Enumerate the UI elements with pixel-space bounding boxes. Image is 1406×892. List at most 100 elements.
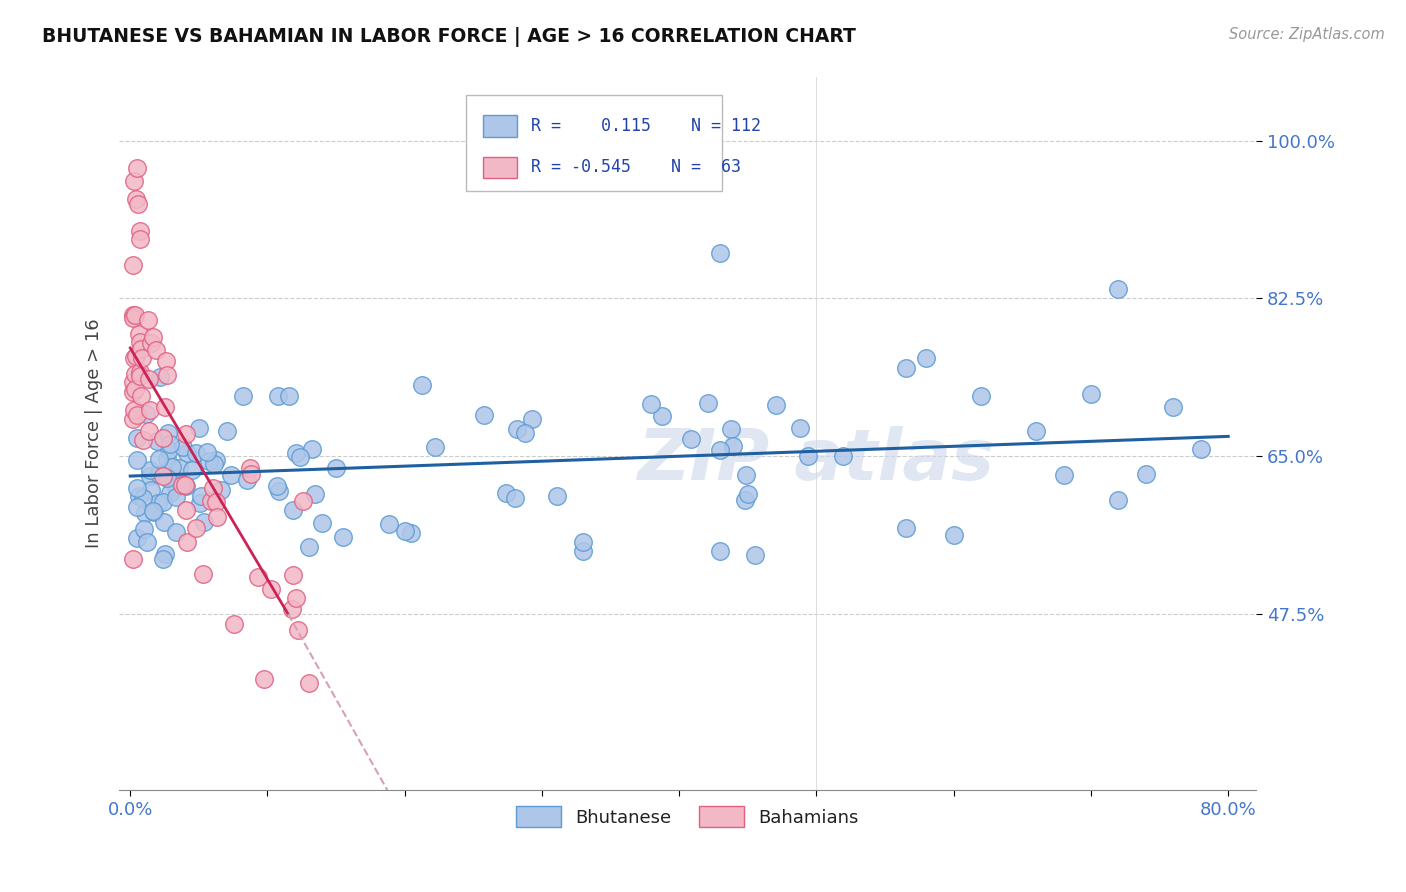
Point <box>139 336 162 351</box>
Bar <box>482 115 517 136</box>
Point <box>174 503 197 517</box>
Point <box>174 426 197 441</box>
Point <box>148 467 170 481</box>
Point <box>709 246 731 260</box>
Point <box>202 481 225 495</box>
Point <box>187 421 209 435</box>
Point <box>640 397 662 411</box>
Point <box>124 308 146 322</box>
Point <box>505 422 527 436</box>
Point <box>200 494 222 508</box>
Point <box>156 451 179 466</box>
Point <box>285 591 308 606</box>
Point <box>697 396 720 410</box>
Legend: Bhutanese, Bahamians: Bhutanese, Bahamians <box>509 799 866 834</box>
Point <box>204 494 226 508</box>
Point <box>165 525 187 540</box>
Point <box>186 445 208 459</box>
Point <box>122 308 145 322</box>
Point <box>146 434 169 449</box>
Point <box>162 471 184 485</box>
Point <box>127 500 149 514</box>
Point <box>122 311 145 326</box>
Point <box>157 443 180 458</box>
Point <box>181 463 204 477</box>
Point <box>915 351 938 365</box>
Point <box>1025 425 1047 439</box>
Point <box>148 452 170 467</box>
Point <box>124 367 146 381</box>
Point <box>169 460 191 475</box>
Point <box>142 504 165 518</box>
Point <box>572 535 595 549</box>
Point <box>288 450 311 464</box>
Text: Source: ZipAtlas.com: Source: ZipAtlas.com <box>1229 27 1385 42</box>
Point <box>127 452 149 467</box>
Point <box>1080 387 1102 401</box>
Point <box>236 473 259 487</box>
Point <box>122 412 145 426</box>
Point <box>284 446 307 460</box>
Point <box>149 370 172 384</box>
Point <box>141 483 163 497</box>
Point <box>122 375 145 389</box>
Point <box>287 623 309 637</box>
Point <box>160 459 183 474</box>
Point <box>423 440 446 454</box>
Point <box>721 439 744 453</box>
Point <box>215 424 238 438</box>
Point <box>125 349 148 363</box>
Point <box>246 570 269 584</box>
Point <box>129 369 152 384</box>
Point <box>267 484 290 499</box>
Point <box>153 400 176 414</box>
Point <box>159 486 181 500</box>
Y-axis label: In Labor Force | Age > 16: In Labor Force | Age > 16 <box>86 318 103 549</box>
Point <box>332 530 354 544</box>
Point <box>789 420 811 434</box>
Point <box>148 496 170 510</box>
Point <box>172 440 194 454</box>
Point <box>325 461 347 475</box>
Point <box>122 384 145 399</box>
Point <box>127 481 149 495</box>
Point <box>190 496 212 510</box>
Point <box>281 503 304 517</box>
Point <box>267 389 290 403</box>
Point <box>298 540 321 554</box>
Point <box>131 491 153 505</box>
Point <box>503 491 526 505</box>
Point <box>311 516 333 530</box>
Point <box>394 524 416 538</box>
Point <box>155 353 177 368</box>
Point <box>131 342 153 356</box>
Point <box>304 487 326 501</box>
Point <box>127 408 149 422</box>
Point <box>205 510 228 524</box>
Point <box>281 568 304 582</box>
Text: R = -0.545    N =  63: R = -0.545 N = 63 <box>530 159 741 177</box>
Point <box>135 535 157 549</box>
Point <box>399 526 422 541</box>
Point <box>165 491 187 505</box>
Point <box>734 493 756 508</box>
Point <box>156 368 179 382</box>
Point <box>651 409 673 423</box>
Text: R =    0.115    N = 112: R = 0.115 N = 112 <box>530 117 761 135</box>
Point <box>138 372 160 386</box>
Point <box>142 330 165 344</box>
Point <box>219 467 242 482</box>
Point <box>193 566 215 581</box>
Point <box>942 528 965 542</box>
Bar <box>482 157 517 178</box>
Point <box>128 489 150 503</box>
Text: ZIP atlas: ZIP atlas <box>638 426 995 495</box>
Point <box>1161 400 1184 414</box>
Point <box>195 445 218 459</box>
Point <box>734 467 756 482</box>
Point <box>239 467 262 481</box>
Point <box>152 552 174 566</box>
Point <box>170 477 193 491</box>
Point <box>472 408 495 422</box>
Point <box>515 425 537 440</box>
